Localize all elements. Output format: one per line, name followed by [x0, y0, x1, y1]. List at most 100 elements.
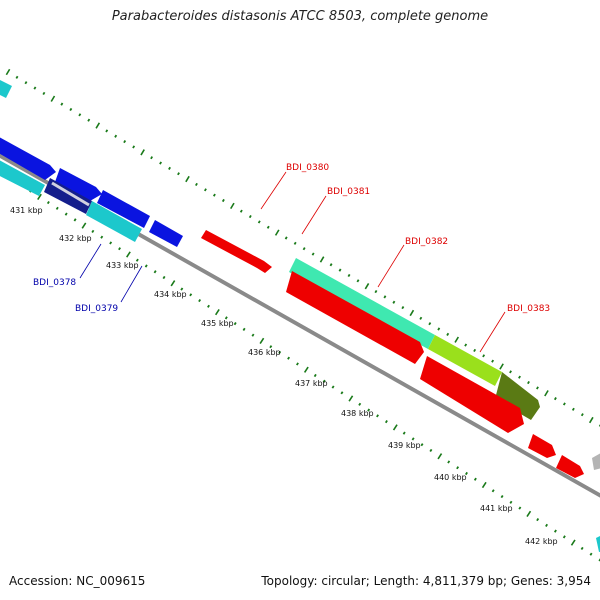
scale-label: 434 kbp — [154, 290, 187, 299]
major-tick — [437, 453, 443, 460]
minor-tick — [177, 172, 180, 176]
gene-label-bdi-0382[interactable]: BDI_0382 — [405, 237, 448, 247]
minor-tick — [46, 201, 50, 205]
minor-tick — [153, 270, 157, 274]
minor-tick — [562, 535, 566, 539]
major-tick — [81, 222, 87, 229]
gene-label-bdi-0378[interactable]: BDI_0378 — [33, 278, 76, 288]
gene-label-bdi-0379[interactable]: BDI_0379 — [75, 304, 118, 314]
minor-tick — [473, 348, 477, 353]
scale-label: 437 kbp — [295, 379, 328, 388]
gene-feature[interactable] — [0, 132, 56, 180]
scale-label: 438 kbp — [341, 409, 374, 418]
gene-feature[interactable] — [428, 335, 502, 386]
minor-tick — [287, 356, 291, 360]
minor-tick — [447, 460, 451, 464]
minor-tick — [266, 225, 270, 229]
minor-tick — [73, 218, 77, 222]
minor-tick — [401, 306, 405, 310]
major-tick — [481, 481, 487, 489]
minor-tick — [55, 206, 59, 210]
minor-tick — [105, 129, 109, 133]
gene-feature[interactable] — [596, 531, 600, 552]
gene-feature[interactable] — [289, 258, 435, 349]
minor-tick — [15, 75, 19, 79]
minor-tick — [562, 402, 566, 406]
scale-label: 442 kbp — [525, 537, 558, 546]
scale-label: 439 kbp — [388, 441, 421, 450]
minor-tick — [132, 145, 136, 149]
minor-tick — [571, 407, 575, 411]
minor-tick — [42, 91, 46, 95]
minor-tick — [33, 86, 37, 90]
gene-feature[interactable] — [55, 168, 102, 201]
minor-tick — [392, 300, 396, 304]
major-tick — [214, 308, 220, 316]
major-tick — [499, 363, 504, 370]
minor-tick — [269, 345, 273, 349]
gene-label-bdi-0381[interactable]: BDI_0381 — [327, 187, 370, 197]
minor-tick — [473, 477, 477, 481]
minor-tick — [189, 293, 193, 297]
minor-tick — [402, 431, 406, 435]
minor-tick — [284, 236, 288, 240]
minor-tick — [536, 386, 539, 390]
major-tick — [544, 390, 549, 397]
minor-tick — [64, 212, 68, 216]
major-tick — [319, 256, 325, 263]
minor-tick — [376, 414, 379, 418]
gene-label-bdi-0383[interactable]: BDI_0383 — [507, 304, 550, 314]
gene-feature[interactable] — [0, 75, 12, 98]
minor-tick — [295, 362, 299, 366]
major-tick — [170, 280, 176, 287]
minor-tick — [221, 198, 225, 203]
minor-tick — [251, 333, 255, 337]
minor-tick — [580, 546, 584, 551]
scale-label: 433 kbp — [106, 261, 139, 270]
minor-tick — [135, 258, 139, 262]
major-tick — [364, 283, 370, 290]
gene-feature[interactable] — [86, 201, 142, 242]
scale-labels: 431 kbp 432 kbp 433 kbp 434 kbp 435 kbp … — [10, 206, 558, 546]
minor-tick — [198, 298, 202, 303]
gene-feature[interactable] — [286, 271, 424, 364]
gene-feature[interactable] — [0, 155, 45, 196]
minor-tick — [311, 252, 315, 256]
minor-tick — [118, 247, 122, 251]
major-tick — [140, 149, 145, 156]
gene-feature[interactable] — [149, 220, 183, 247]
scale-label: 440 kbp — [434, 473, 467, 482]
major-tick — [50, 95, 56, 102]
gene-label-bdi-0380[interactable]: BDI_0380 — [286, 163, 329, 173]
major-tick — [126, 251, 131, 258]
gene-feature[interactable] — [528, 434, 556, 458]
minor-tick — [109, 241, 113, 245]
gene-feature[interactable] — [592, 448, 600, 470]
minor-tick — [347, 273, 351, 278]
minor-tick — [456, 466, 460, 470]
major-tick — [454, 336, 460, 343]
gene-feature[interactable] — [495, 372, 540, 420]
major-tick — [230, 202, 235, 210]
gene-feature[interactable] — [420, 356, 524, 433]
minor-tick — [419, 316, 423, 320]
minor-tick — [384, 420, 388, 424]
minor-tick — [500, 494, 504, 499]
minor-tick — [100, 235, 104, 239]
minor-tick — [91, 229, 95, 233]
gene-feature[interactable] — [97, 190, 150, 228]
genome-summary-text: Topology: circular; Length: 4,811,379 bp… — [261, 574, 591, 588]
scale-label: 441 kbp — [480, 504, 513, 513]
major-tick — [409, 309, 415, 317]
minor-tick — [420, 443, 424, 447]
major-tick — [588, 416, 594, 424]
gene-feature[interactable] — [556, 455, 584, 478]
minor-tick — [123, 140, 127, 144]
minor-tick — [437, 327, 441, 331]
minor-tick — [203, 188, 207, 192]
scale-label: 432 kbp — [59, 234, 92, 243]
minor-tick — [338, 268, 342, 272]
gene-labels: BDI_0378 BDI_0379 BDI_0380 BDI_0381 BDI_… — [33, 163, 550, 314]
gene-feature[interactable] — [201, 230, 272, 273]
